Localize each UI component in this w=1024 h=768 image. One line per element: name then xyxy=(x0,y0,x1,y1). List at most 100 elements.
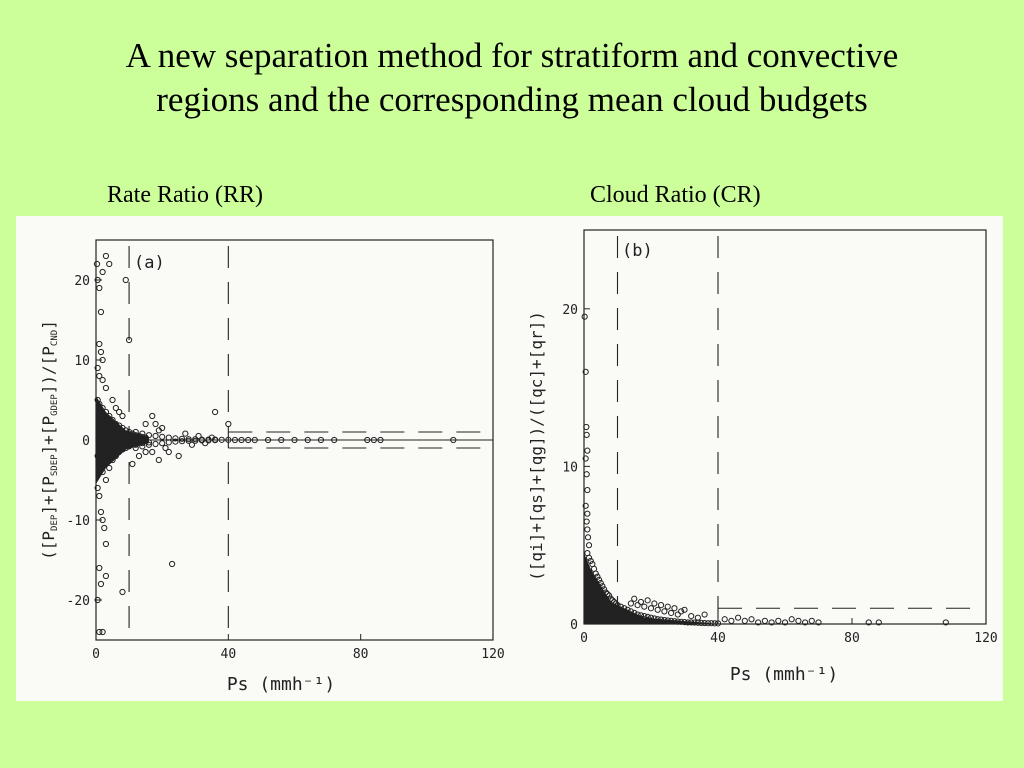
panel-a-data-point xyxy=(178,438,186,445)
panel-a-data-point xyxy=(117,439,124,446)
panel-b-x-tick-label: 80 xyxy=(844,631,860,646)
panel-a-data-point xyxy=(96,416,103,424)
panel-b-data-point xyxy=(674,611,681,618)
panel-a-data-point xyxy=(132,441,139,448)
panel-a-data-point xyxy=(102,408,110,416)
panel-b-data-point xyxy=(681,606,688,613)
panel-b-x-tick-label: 120 xyxy=(974,631,997,646)
panel-b-data-point xyxy=(735,614,742,621)
panel-a-data-point xyxy=(370,436,377,444)
panel-b-data-point xyxy=(594,573,601,580)
panel-b-data-point xyxy=(585,554,593,561)
panel-a-data-point xyxy=(278,436,285,444)
panel-a-data-point xyxy=(152,432,159,440)
panel-b-data-point xyxy=(631,613,638,621)
panel-a-data-point xyxy=(155,456,162,464)
panel-a-data-point xyxy=(331,436,338,444)
panel-b-data-point xyxy=(644,597,651,604)
panel-b-data-point xyxy=(641,603,648,610)
panel-a-data-point xyxy=(94,484,101,492)
panel-b-data-point xyxy=(704,620,712,627)
panel-b-data-point xyxy=(657,616,665,623)
panel-a-data-point xyxy=(96,564,103,572)
panel-a-data-point xyxy=(225,436,232,443)
panel-b-data-point xyxy=(755,619,762,626)
panel-b-data-point xyxy=(664,603,671,610)
panel-a-data-point xyxy=(129,460,136,468)
panel-a-data-point xyxy=(99,404,106,412)
panel-a-data-point xyxy=(106,260,113,268)
panel-a-y-tick-label: -20 xyxy=(67,594,90,609)
panel-b-data-point xyxy=(674,618,681,625)
panel-b-data-point xyxy=(584,486,591,494)
panel-a-data-point xyxy=(107,446,114,453)
panel-a-data-point xyxy=(218,436,225,443)
panel-a-data-point xyxy=(208,434,215,441)
panel-a-data-point xyxy=(102,384,110,392)
panel-a-data-point xyxy=(122,276,129,284)
panel-a-data-point xyxy=(94,596,101,604)
panel-b-data-point xyxy=(601,586,608,593)
panel-a-data-point xyxy=(96,492,103,500)
panel-a-data-point xyxy=(96,400,103,408)
panel-a-x-tick-label: 80 xyxy=(353,647,369,662)
panel-b-x-tick-label: 40 xyxy=(710,631,726,646)
panel-a-data-point xyxy=(93,260,101,268)
panel-a-data-point xyxy=(106,420,113,428)
panel-a-data-point xyxy=(245,436,252,444)
panel-a-data-point xyxy=(119,412,126,420)
panel-a-data-point xyxy=(99,376,106,384)
panel-b-data-point xyxy=(627,613,635,620)
panel-b-data-point xyxy=(604,590,611,598)
panel-a-data-point xyxy=(99,468,106,476)
panel-a-data-point xyxy=(119,588,126,596)
panel-b-data-point xyxy=(585,542,593,549)
panel-a-data-point xyxy=(192,437,199,444)
panel-a-data-point xyxy=(109,396,116,404)
panel-b-data-point xyxy=(590,597,598,604)
panel-a-data-point xyxy=(102,572,110,580)
panel-b-data-point xyxy=(607,613,614,620)
panel-b-data-point xyxy=(611,605,618,612)
panel-a-data-point xyxy=(116,408,123,416)
panel-a-data-point xyxy=(96,340,103,348)
panel-a-data-point xyxy=(132,444,139,452)
panel-b-data-point xyxy=(627,600,635,607)
panel-b-data-point xyxy=(607,595,614,602)
panel-a-y-tick-label: 20 xyxy=(74,274,90,289)
panel-a-data-point xyxy=(125,336,133,344)
panel-a-data-point xyxy=(132,428,139,436)
panel-a-data-point xyxy=(139,443,146,450)
panel-a-data-point xyxy=(109,430,116,437)
panel-b-data-point xyxy=(711,620,718,627)
panel-b-data-point xyxy=(584,534,592,541)
panel-b-data-point xyxy=(584,510,591,517)
panel-b-data-point xyxy=(721,616,728,623)
panel-b-data-point xyxy=(748,616,755,623)
panel-b-data-point xyxy=(601,608,608,615)
panel-a-data-point xyxy=(165,448,172,456)
panel-a-data-point xyxy=(107,452,114,460)
slide-title: A new separation method for stratiform a… xyxy=(0,34,1024,122)
panel-a-data-point xyxy=(99,412,106,420)
panel-b-data-point xyxy=(594,601,601,609)
panel-a-data-point xyxy=(317,436,325,444)
panel-b-data-point xyxy=(671,605,678,612)
panel-b-data-point xyxy=(728,617,735,624)
panel-b-label: (b) xyxy=(622,241,653,261)
panel-b-data-point xyxy=(597,579,604,587)
panel-a-y-tick-label: -10 xyxy=(67,514,90,529)
panel-a-data-point xyxy=(142,448,149,456)
panel-a-data-point xyxy=(162,444,169,452)
panel-a-data-point xyxy=(99,628,106,636)
panel-b-data-point xyxy=(631,595,638,602)
panel-b-data-point xyxy=(641,616,648,623)
panel-b-data-point xyxy=(594,589,601,596)
panel-a-data-point xyxy=(377,436,384,444)
panel-b-data-point xyxy=(688,613,695,620)
panel-a-data-point xyxy=(149,412,156,420)
panel-b-data-point xyxy=(657,601,665,609)
scanned-figure: 0 40 80 120 -20 -10 0 10 20 (a) Ps (mmh⁻¹) ([PDE… xyxy=(16,216,1003,701)
panel-b-data-point xyxy=(621,609,628,617)
panel-a: 0 40 80 120 -20 -10 0 10 20 (a) Ps (mmh⁻¹) ([PDE… xyxy=(39,239,505,695)
